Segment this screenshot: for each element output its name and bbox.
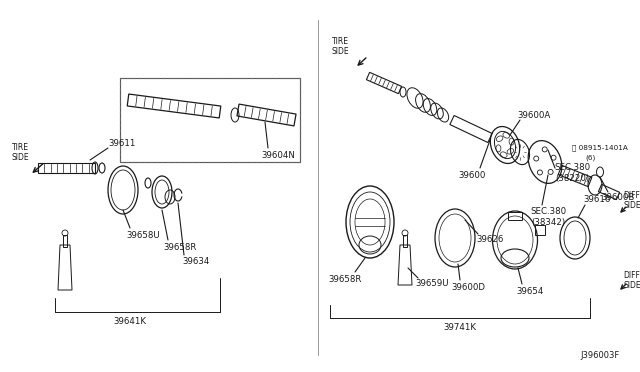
Text: (38342): (38342) xyxy=(531,218,565,227)
Text: 39600D: 39600D xyxy=(451,282,485,292)
Text: 39616: 39616 xyxy=(583,196,611,205)
Text: 39641K: 39641K xyxy=(113,317,147,327)
Text: (6): (6) xyxy=(585,155,595,161)
Text: J396003F: J396003F xyxy=(580,350,620,359)
Text: (38220): (38220) xyxy=(555,173,589,183)
Text: SIDE: SIDE xyxy=(623,201,640,209)
Text: 39634: 39634 xyxy=(182,257,210,266)
Text: TIRE: TIRE xyxy=(332,38,349,46)
Text: SIDE: SIDE xyxy=(623,280,640,289)
Text: 39658R: 39658R xyxy=(328,276,362,285)
Text: SIDE: SIDE xyxy=(11,154,29,163)
Text: DIFF: DIFF xyxy=(623,190,640,199)
Text: 39741K: 39741K xyxy=(444,324,477,333)
Text: 39600: 39600 xyxy=(458,170,486,180)
Text: 39658R: 39658R xyxy=(163,244,196,253)
Text: 39600A: 39600A xyxy=(517,110,550,119)
Text: 39611: 39611 xyxy=(108,140,136,148)
Text: 39626: 39626 xyxy=(476,235,504,244)
Text: 39600B: 39600B xyxy=(602,193,635,202)
Text: 39658U: 39658U xyxy=(126,231,160,241)
Text: DIFF: DIFF xyxy=(623,270,640,279)
Text: 39659U: 39659U xyxy=(415,279,449,289)
Text: 39604N: 39604N xyxy=(261,151,295,160)
Text: TIRE: TIRE xyxy=(12,144,29,153)
Text: 39654: 39654 xyxy=(516,286,544,295)
Text: SEC.380: SEC.380 xyxy=(554,164,590,173)
Text: SEC.380: SEC.380 xyxy=(530,208,566,217)
Text: SIDE: SIDE xyxy=(331,48,349,57)
Text: Ⓟ 08915-1401A: Ⓟ 08915-1401A xyxy=(572,145,628,151)
